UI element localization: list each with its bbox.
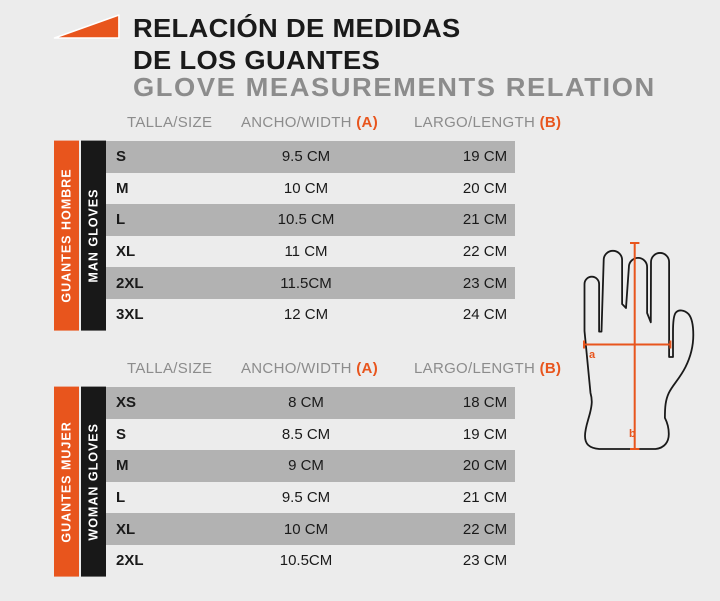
svg-text:b: b [629, 428, 636, 440]
svg-text:a: a [589, 349, 596, 361]
